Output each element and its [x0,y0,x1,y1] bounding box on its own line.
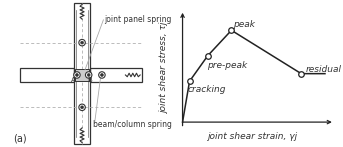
Circle shape [79,39,85,46]
Circle shape [87,74,90,76]
Circle shape [75,74,79,76]
Circle shape [99,72,105,78]
Circle shape [79,104,85,111]
Bar [75,69,90,81]
Text: beam/column spring: beam/column spring [93,120,172,130]
Bar [90,68,142,82]
Text: B: B [87,77,92,83]
Circle shape [100,74,103,76]
Circle shape [81,41,84,44]
Text: pre-peak: pre-peak [207,61,247,70]
Circle shape [85,72,92,78]
Text: residual: residual [305,65,341,74]
Text: peak: peak [234,20,256,29]
Text: joint panel spring: joint panel spring [104,15,172,24]
Circle shape [74,72,80,78]
Text: joint shear stress, τj: joint shear stress, τj [160,23,169,114]
Circle shape [81,106,84,109]
Text: joint shear strain, γj: joint shear strain, γj [207,132,297,141]
Text: A: A [70,77,75,83]
Text: cracking: cracking [187,85,226,94]
Text: (a): (a) [13,133,26,143]
Bar [74,3,90,144]
Bar [20,68,74,82]
